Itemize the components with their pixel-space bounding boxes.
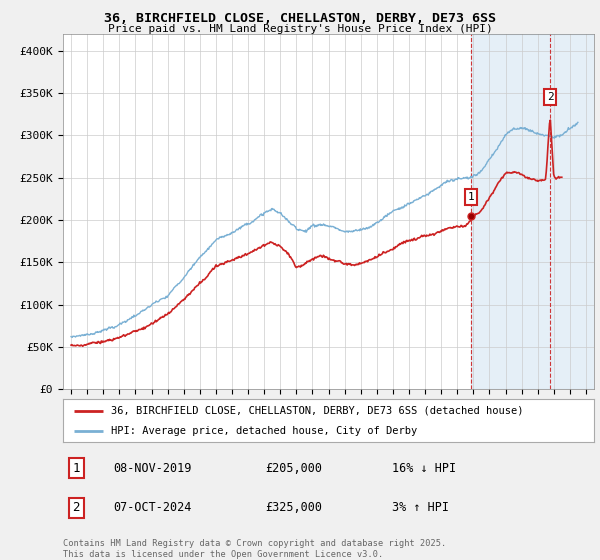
Text: 2: 2 [547, 92, 553, 102]
Text: Contains HM Land Registry data © Crown copyright and database right 2025.
This d: Contains HM Land Registry data © Crown c… [63, 539, 446, 559]
Text: 07-OCT-2024: 07-OCT-2024 [113, 501, 192, 515]
Text: 16% ↓ HPI: 16% ↓ HPI [392, 461, 457, 475]
Text: 2: 2 [73, 501, 80, 515]
Text: 08-NOV-2019: 08-NOV-2019 [113, 461, 192, 475]
Text: 36, BIRCHFIELD CLOSE, CHELLASTON, DERBY, DE73 6SS: 36, BIRCHFIELD CLOSE, CHELLASTON, DERBY,… [104, 12, 496, 25]
Text: 1: 1 [73, 461, 80, 475]
Text: 36, BIRCHFIELD CLOSE, CHELLASTON, DERBY, DE73 6SS (detached house): 36, BIRCHFIELD CLOSE, CHELLASTON, DERBY,… [111, 406, 523, 416]
Text: HPI: Average price, detached house, City of Derby: HPI: Average price, detached house, City… [111, 426, 417, 436]
Text: 1: 1 [468, 192, 475, 202]
Bar [471, 34, 600, 389]
Text: £205,000: £205,000 [265, 461, 322, 475]
Text: 3% ↑ HPI: 3% ↑ HPI [392, 501, 449, 515]
Text: £325,000: £325,000 [265, 501, 322, 515]
Text: Price paid vs. HM Land Registry's House Price Index (HPI): Price paid vs. HM Land Registry's House … [107, 24, 493, 34]
